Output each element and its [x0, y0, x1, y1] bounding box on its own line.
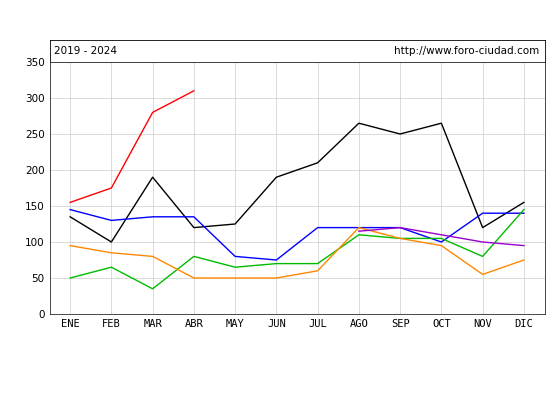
Text: 2019 - 2024: 2019 - 2024: [54, 46, 118, 56]
Text: Evolucion Nº Turistas Extranjeros en el municipio de Villarrubia de los Ojos: Evolucion Nº Turistas Extranjeros en el …: [42, 14, 508, 26]
Text: http://www.foro-ciudad.com: http://www.foro-ciudad.com: [394, 46, 540, 56]
